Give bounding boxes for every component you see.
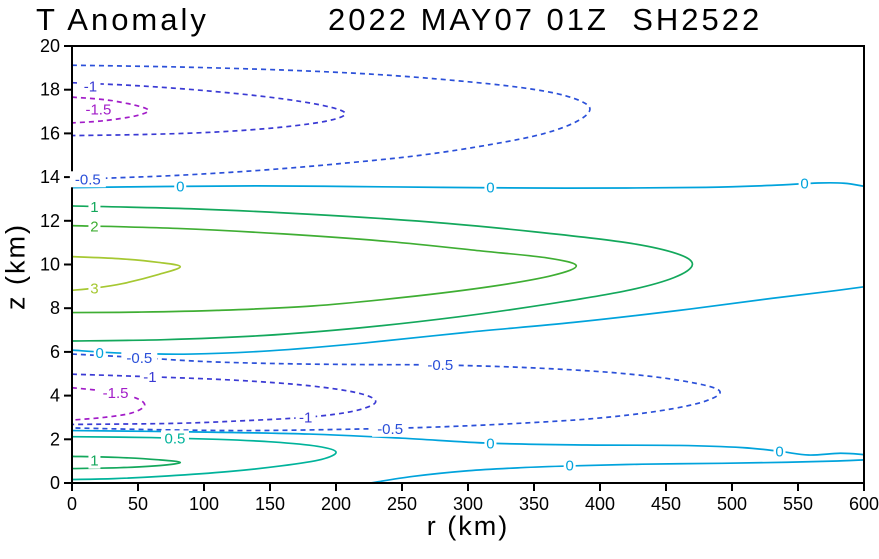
contour-label: -1 (299, 409, 312, 426)
contour-label-bg (295, 409, 316, 426)
x-tick-label: 300 (453, 494, 483, 514)
contour-label: 0 (176, 178, 184, 195)
x-tick-label: 100 (189, 494, 219, 514)
contour-label-bg (88, 452, 101, 469)
contour-label: 0 (486, 180, 494, 197)
x-axis-title: r (km) (426, 511, 510, 541)
contour-label-bg (484, 435, 497, 452)
y-tick-label: 0 (50, 473, 60, 493)
x-tick-label: 250 (387, 494, 417, 514)
contour-label-bg (93, 344, 106, 361)
y-tick-label: 2 (50, 429, 60, 449)
y-tick-label: 10 (40, 255, 60, 275)
contour-label: 0 (486, 436, 494, 453)
contour-line-0 (72, 429, 864, 456)
contour-label-bg (174, 178, 187, 195)
contour-label: 2 (90, 219, 98, 236)
x-tick-label: 400 (585, 494, 615, 514)
y-tick-label: 16 (40, 123, 60, 143)
y-tick-label: 8 (50, 298, 60, 318)
y-tick-label: 6 (50, 342, 60, 362)
x-tick-label: 500 (717, 494, 747, 514)
y-tick-label: 14 (40, 167, 60, 187)
contour-label: 3 (90, 281, 98, 298)
contour-label: -0.5 (126, 350, 152, 367)
contour-label-bg (139, 368, 160, 385)
contour-line-0 (72, 181, 864, 189)
y-tick-label: 20 (40, 36, 60, 56)
contour-label-bg (80, 78, 101, 95)
x-tick-label: 0 (67, 494, 77, 514)
contour-label-bg (563, 457, 576, 474)
contour-label: 0 (775, 444, 783, 461)
contour-label-bg (773, 443, 786, 460)
contour-line-1 (72, 205, 694, 342)
contour-line-2 (72, 224, 578, 314)
figure-title-datetime: 2022 MAY07 01Z SH2522 (328, 2, 763, 37)
contour-label-bg (372, 420, 409, 437)
x-tick-label: 200 (321, 494, 351, 514)
contour-label: 0 (565, 458, 573, 475)
contour-label: 1 (90, 453, 98, 470)
contour-label-bg (88, 199, 101, 216)
contour-line-0 (72, 285, 864, 356)
contour-label: -0.5 (427, 357, 453, 374)
contour-line--1 (72, 373, 377, 426)
contour-label-bg (422, 357, 459, 374)
contour-line-0 (370, 458, 864, 483)
x-tick-label: 50 (128, 494, 148, 514)
contour-line-0.5 (72, 435, 337, 481)
contour-line--0.5 (72, 353, 721, 432)
contour-label: -0.5 (75, 171, 101, 188)
contour-label-bg (121, 350, 158, 367)
contour-line--1 (72, 81, 347, 137)
x-tick-label: 450 (651, 494, 681, 514)
contour-line--0.5 (72, 64, 591, 181)
contour-label-bg (97, 384, 134, 401)
x-tick-label: 600 (849, 494, 879, 514)
contour-label-bg (80, 101, 117, 118)
y-tick-label: 18 (40, 80, 60, 100)
contour-label: 0.5 (165, 430, 186, 447)
y-axis-title: z (km) (0, 223, 31, 310)
contour-label: -1.5 (103, 385, 129, 402)
contour-line-1 (72, 455, 182, 470)
x-tick-label: 150 (255, 494, 285, 514)
contour-line-3 (72, 255, 182, 292)
contour-label: -1 (143, 369, 156, 386)
contour-label: -1 (84, 79, 97, 96)
x-tick-label: 350 (519, 494, 549, 514)
y-tick-label: 4 (50, 386, 60, 406)
contour-label-bg (484, 179, 497, 196)
y-tick-label: 12 (40, 211, 60, 231)
contour-label-bg (160, 430, 189, 447)
x-tick-label: 550 (783, 494, 813, 514)
contour-label: -1.5 (85, 101, 111, 118)
plot-frame (71, 45, 865, 484)
contour-label: 0 (800, 176, 808, 193)
contour-label-bg (798, 175, 811, 192)
contour-label: 1 (90, 199, 98, 216)
contour-label: 0 (96, 345, 104, 362)
contour-label-bg (88, 280, 101, 297)
contour-label-bg (88, 218, 101, 235)
figure-title: T Anomaly (36, 2, 209, 37)
contour-label-bg (69, 171, 106, 188)
contour-label: -0.5 (377, 421, 403, 438)
